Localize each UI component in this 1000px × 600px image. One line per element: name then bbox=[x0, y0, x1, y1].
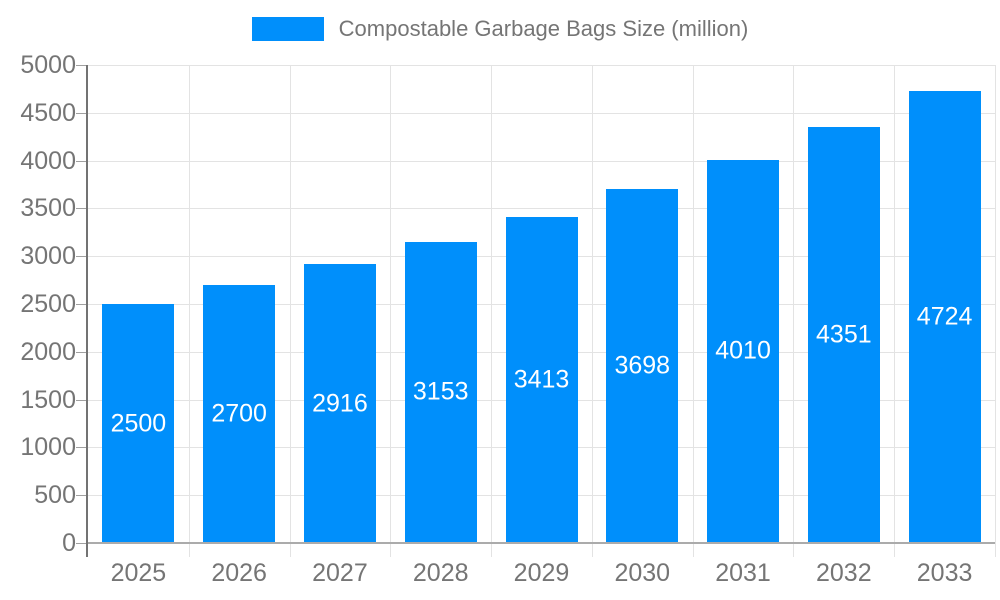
y-axis-line bbox=[86, 65, 88, 557]
legend-label: Compostable Garbage Bags Size (million) bbox=[338, 16, 749, 41]
y-axis-tick-label: 1500 bbox=[20, 385, 76, 414]
x-axis-tick-label: 2031 bbox=[715, 559, 771, 587]
x-axis-tick-label: 2028 bbox=[412, 559, 469, 587]
y-axis-tick bbox=[76, 399, 86, 401]
bar-value-label: 3153 bbox=[412, 377, 469, 406]
y-axis-tick-label: 3500 bbox=[20, 194, 76, 223]
x-axis-tick-label: 2030 bbox=[614, 559, 671, 587]
x-axis-tick-label: 2027 bbox=[312, 559, 368, 587]
v-gridline bbox=[995, 65, 996, 557]
bar-value-label: 2916 bbox=[312, 389, 368, 418]
bar[interactable]: 3698 bbox=[606, 189, 679, 543]
y-axis-tick bbox=[76, 304, 86, 305]
bar[interactable]: 2916 bbox=[303, 264, 376, 543]
bar[interactable]: 2700 bbox=[203, 284, 276, 543]
y-axis-tick-label: 500 bbox=[34, 481, 76, 510]
y-axis-tick-label: 4000 bbox=[20, 146, 76, 175]
v-gridline bbox=[591, 65, 593, 557]
h-gridline bbox=[88, 112, 995, 114]
bar[interactable]: 3413 bbox=[505, 216, 578, 543]
v-gridline bbox=[793, 65, 795, 557]
plot-area: 2500 2700 2916 3153 3413 3698 4010 4351 4724 bbox=[76, 65, 996, 557]
y-axis-tick bbox=[76, 256, 86, 258]
bar[interactable]: 4724 bbox=[908, 91, 981, 543]
bar-value-label: 4010 bbox=[715, 336, 771, 365]
y-axis-tick-label: 4500 bbox=[20, 98, 76, 127]
x-axis-tick-label: 2033 bbox=[916, 559, 973, 587]
bar-value-label: 4351 bbox=[816, 320, 872, 349]
y-axis-tick-label: 3000 bbox=[20, 242, 76, 271]
bar-value-label: 3698 bbox=[614, 351, 671, 380]
h-gridline bbox=[88, 208, 995, 210]
y-axis-tick-label: 2000 bbox=[20, 337, 76, 366]
v-gridline bbox=[289, 65, 291, 557]
bar[interactable]: 2500 bbox=[102, 304, 175, 543]
y-axis-tick-label: 1000 bbox=[20, 433, 76, 462]
y-axis-tick bbox=[76, 112, 86, 114]
v-gridline bbox=[390, 65, 392, 557]
y-axis-tick bbox=[76, 65, 86, 66]
h-gridline bbox=[88, 65, 995, 66]
y-axis-tick-label: 2500 bbox=[20, 290, 76, 318]
y-axis-tick bbox=[76, 543, 86, 544]
y-axis-tick bbox=[76, 160, 86, 162]
bar[interactable]: 3153 bbox=[404, 241, 477, 543]
x-axis-tick-label: 2025 bbox=[110, 559, 167, 587]
y-axis-tick-label: 0 bbox=[62, 529, 76, 557]
x-axis-tick-label: 2026 bbox=[211, 559, 267, 587]
v-gridline bbox=[894, 65, 896, 557]
legend-item[interactable]: Compostable Garbage Bags Size (million) bbox=[0, 14, 1000, 44]
y-axis-tick bbox=[76, 351, 86, 353]
bar-value-label: 3413 bbox=[513, 365, 570, 394]
y-axis-tick bbox=[76, 495, 86, 497]
bar-value-label: 2700 bbox=[211, 399, 267, 428]
v-gridline bbox=[491, 65, 493, 557]
v-gridline bbox=[692, 65, 694, 557]
x-axis-baseline bbox=[88, 542, 995, 544]
bar[interactable]: 4351 bbox=[807, 127, 880, 543]
y-axis-tick-label: 5000 bbox=[20, 51, 76, 79]
y-axis-tick bbox=[76, 447, 86, 449]
x-axis-tick-label: 2032 bbox=[816, 559, 872, 587]
y-axis-tick bbox=[76, 208, 86, 210]
v-gridline bbox=[188, 65, 190, 557]
legend-swatch bbox=[251, 17, 324, 41]
h-gridline bbox=[88, 160, 995, 162]
bar[interactable]: 4010 bbox=[707, 159, 780, 543]
x-axis-tick-label: 2029 bbox=[513, 559, 570, 587]
bar-value-label: 4724 bbox=[916, 302, 973, 331]
bar-value-label: 2500 bbox=[110, 409, 167, 437]
